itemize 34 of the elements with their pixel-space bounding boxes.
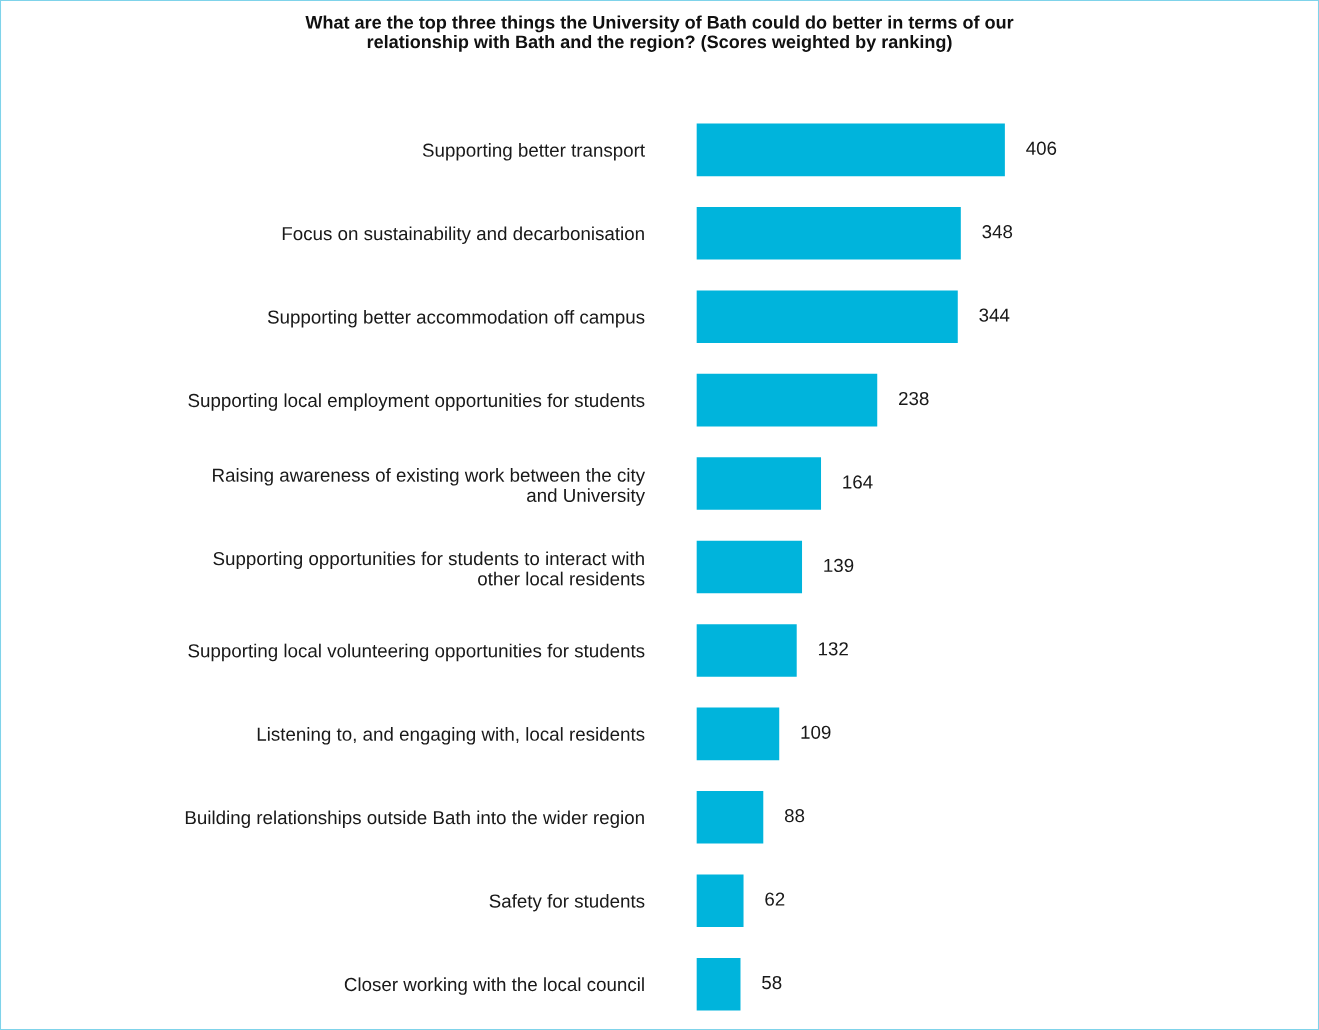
bar [696,290,958,344]
bar [696,373,878,427]
data-label: 164 [843,475,873,489]
bar [696,540,803,594]
data-label: 238 [899,391,929,406]
data-label: 344 [979,308,1010,322]
bar [696,874,744,928]
y-tick-label: Supporting better transport [422,143,645,161]
bar [696,791,764,844]
data-label: 88 [784,809,805,823]
bar [696,123,1005,177]
y-tick-label: Supporting better accommodation off campus [267,309,645,328]
chart-title: What are the top three things the University of Bath could do better in terms of our relationship with Bath and the region? (Scores weighted by ranking) [305,15,1014,52]
data-label: 139 [824,558,854,573]
data-label: 58 [762,975,782,990]
y-tick-label: Supporting opportunities for students to interact with other local residents [213,551,645,586]
data-label: 348 [982,225,1013,239]
y-tick-label: Raising awareness of existing work between the city and University [213,468,646,506]
y-tick-label: Supporting local employment opportunities for students [188,393,645,411]
bar [696,457,822,510]
y-tick-label: Focus on sustainability and decarbonisation [282,226,644,244]
bar [696,207,961,260]
y-tick-label: Listening to, and engaging with, local residents [257,727,645,745]
bar [696,707,780,761]
y-tick-label: Supporting local volunteering opportunities for students [188,643,645,662]
data-label: 406 [1026,141,1057,155]
data-label: 132 [818,642,848,656]
bar [696,624,797,677]
data-label: 109 [801,725,831,739]
bar [696,957,741,1011]
y-tick-label: Closer working with the local council [344,977,644,995]
y-tick-label: Safety for students [489,893,645,912]
data-label: 62 [765,892,785,906]
y-tick-label: Building relationships outside Bath into the wider region [185,810,644,828]
